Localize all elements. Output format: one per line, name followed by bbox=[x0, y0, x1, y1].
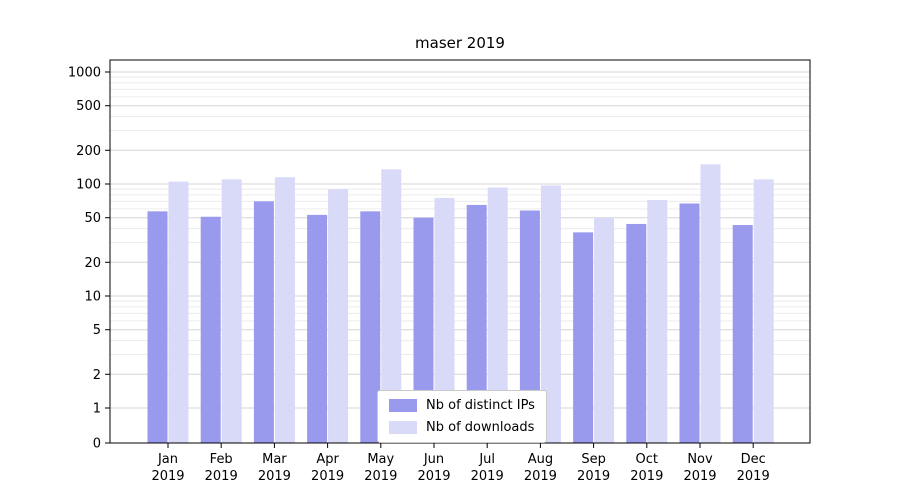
y-tick-label: 100 bbox=[76, 178, 101, 193]
x-tick-label-year: 2019 bbox=[630, 469, 663, 484]
x-tick-label-month: Nov bbox=[687, 452, 713, 467]
x-tick-label-year: 2019 bbox=[258, 469, 291, 484]
bar-downloads bbox=[168, 181, 189, 443]
x-tick-label-month: Aug bbox=[528, 452, 553, 467]
y-tick-label: 200 bbox=[76, 144, 101, 159]
y-tick-label: 5 bbox=[93, 323, 101, 338]
x-tick-label-year: 2019 bbox=[364, 469, 397, 484]
bar-downloads bbox=[540, 185, 561, 443]
y-tick-label: 20 bbox=[84, 256, 101, 271]
legend-swatch-distinct-ips bbox=[389, 399, 417, 412]
y-tick-label: 0 bbox=[93, 437, 101, 452]
x-tick-label-month: Apr bbox=[316, 452, 339, 467]
x-tick-label-year: 2019 bbox=[524, 469, 557, 484]
x-tick-label-year: 2019 bbox=[205, 469, 238, 484]
bar-distinct-ips bbox=[200, 216, 221, 443]
bar-distinct-ips bbox=[732, 225, 753, 443]
plot-border bbox=[109, 59, 811, 444]
legend-item-downloads: Nb of downloads bbox=[389, 420, 535, 435]
x-tick-label-month: Oct bbox=[636, 452, 658, 467]
y-tick-label: 1000 bbox=[68, 66, 101, 81]
bar-distinct-ips bbox=[519, 210, 540, 443]
bar-distinct-ips bbox=[573, 232, 594, 443]
x-tick-label-month: Jun bbox=[423, 452, 444, 467]
y-tick-label: 1 bbox=[93, 402, 101, 417]
bar-distinct-ips bbox=[679, 203, 700, 443]
bar-downloads bbox=[487, 187, 508, 443]
x-tick-label-month: Sep bbox=[581, 452, 606, 467]
bar-distinct-ips bbox=[307, 214, 328, 443]
x-tick-label-month: Jul bbox=[478, 452, 495, 467]
y-tick-label: 500 bbox=[76, 99, 101, 114]
x-tick-label-month: Jan bbox=[157, 452, 178, 467]
bar-distinct-ips bbox=[360, 211, 381, 443]
legend-item-distinct-ips: Nb of distinct IPs bbox=[389, 398, 535, 413]
x-tick-label-year: 2019 bbox=[577, 469, 610, 484]
bar-distinct-ips bbox=[626, 223, 647, 443]
bar-downloads bbox=[381, 169, 402, 443]
bar-downloads bbox=[700, 164, 721, 444]
bar-downloads bbox=[328, 189, 349, 443]
bar-downloads bbox=[274, 177, 295, 443]
x-tick-label-year: 2019 bbox=[683, 469, 716, 484]
x-tick-label-month: May bbox=[367, 452, 394, 467]
chart-title: maser 2019 bbox=[415, 34, 505, 52]
x-tick-label-year: 2019 bbox=[311, 469, 344, 484]
bar-downloads bbox=[594, 217, 615, 443]
x-tick-label-month: Mar bbox=[262, 452, 287, 467]
bar-distinct-ips bbox=[253, 201, 274, 443]
x-tick-label-year: 2019 bbox=[737, 469, 770, 484]
legend-label-downloads: Nb of downloads bbox=[426, 420, 535, 435]
bar-downloads bbox=[753, 179, 774, 443]
x-tick-label-year: 2019 bbox=[471, 469, 504, 484]
legend: Nb of distinct IPs Nb of downloads bbox=[377, 390, 547, 443]
y-tick-label: 2 bbox=[93, 368, 101, 383]
bar-downloads bbox=[221, 179, 242, 443]
bar-downloads bbox=[647, 199, 668, 443]
x-tick-label-year: 2019 bbox=[151, 469, 184, 484]
x-tick-label-month: Dec bbox=[741, 452, 766, 467]
y-tick-label: 50 bbox=[84, 211, 101, 226]
bar-distinct-ips bbox=[147, 211, 168, 443]
x-tick-label-month: Feb bbox=[210, 452, 233, 467]
bar-downloads bbox=[434, 197, 455, 443]
y-tick-label: 10 bbox=[84, 290, 101, 305]
bar-distinct-ips bbox=[413, 217, 434, 443]
x-tick-label-year: 2019 bbox=[417, 469, 450, 484]
bar-distinct-ips bbox=[466, 204, 487, 443]
legend-swatch-downloads bbox=[389, 421, 417, 434]
legend-label-distinct-ips: Nb of distinct IPs bbox=[426, 398, 535, 413]
